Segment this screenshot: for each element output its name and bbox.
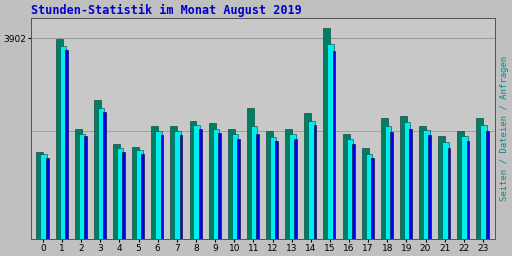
Bar <box>429 135 431 239</box>
Bar <box>40 154 47 239</box>
Bar <box>84 136 87 239</box>
Bar <box>266 131 273 239</box>
Bar <box>79 134 85 239</box>
Bar <box>461 136 468 239</box>
Bar <box>314 125 316 239</box>
Bar <box>347 139 353 239</box>
Bar <box>308 121 315 239</box>
Bar <box>486 131 488 239</box>
Bar <box>327 44 334 239</box>
Bar <box>371 158 374 239</box>
Bar <box>141 154 144 239</box>
Bar <box>65 50 68 239</box>
Bar <box>442 142 449 239</box>
Bar <box>247 108 254 239</box>
Bar <box>232 134 238 239</box>
Bar <box>46 158 49 239</box>
Bar <box>199 129 202 239</box>
Bar <box>289 134 295 239</box>
Bar <box>151 126 158 239</box>
Bar <box>103 112 106 239</box>
Bar <box>333 51 335 239</box>
Bar <box>218 133 221 239</box>
Bar <box>256 134 259 239</box>
Bar <box>270 137 276 239</box>
Bar <box>98 108 104 239</box>
Bar <box>447 148 450 239</box>
Bar <box>361 148 369 239</box>
Bar <box>480 125 487 239</box>
Bar <box>423 130 430 239</box>
Bar <box>212 129 219 239</box>
Bar <box>36 152 44 239</box>
Y-axis label: Seiten / Dateien / Anfragen: Seiten / Dateien / Anfragen <box>500 56 508 201</box>
Bar <box>466 141 470 239</box>
Bar <box>390 132 393 239</box>
Bar <box>56 39 62 239</box>
Bar <box>170 126 177 239</box>
Bar <box>75 129 82 239</box>
Bar <box>409 129 412 239</box>
Bar <box>161 135 163 239</box>
Bar <box>194 125 200 239</box>
Bar <box>189 121 197 239</box>
Bar <box>155 131 162 239</box>
Bar <box>136 150 142 239</box>
Bar <box>419 126 426 239</box>
Bar <box>400 116 407 239</box>
Bar <box>285 129 292 239</box>
Bar <box>343 134 350 239</box>
Bar <box>113 144 120 239</box>
Bar <box>438 136 445 239</box>
Bar <box>117 148 123 239</box>
Bar <box>122 152 125 239</box>
Bar <box>59 46 66 239</box>
Bar <box>304 113 311 239</box>
Bar <box>366 154 372 239</box>
Bar <box>175 131 181 239</box>
Bar <box>180 135 182 239</box>
Bar <box>294 139 297 239</box>
Bar <box>132 147 139 239</box>
Bar <box>477 118 483 239</box>
Bar <box>237 139 240 239</box>
Bar <box>228 129 234 239</box>
Bar <box>457 131 464 239</box>
Text: Stunden-Statistik im Monat August 2019: Stunden-Statistik im Monat August 2019 <box>31 4 301 17</box>
Bar <box>94 100 101 239</box>
Bar <box>324 28 330 239</box>
Bar <box>352 144 355 239</box>
Bar <box>209 123 216 239</box>
Bar <box>385 126 391 239</box>
Bar <box>381 118 388 239</box>
Bar <box>251 126 258 239</box>
Bar <box>275 141 278 239</box>
Bar <box>404 122 411 239</box>
